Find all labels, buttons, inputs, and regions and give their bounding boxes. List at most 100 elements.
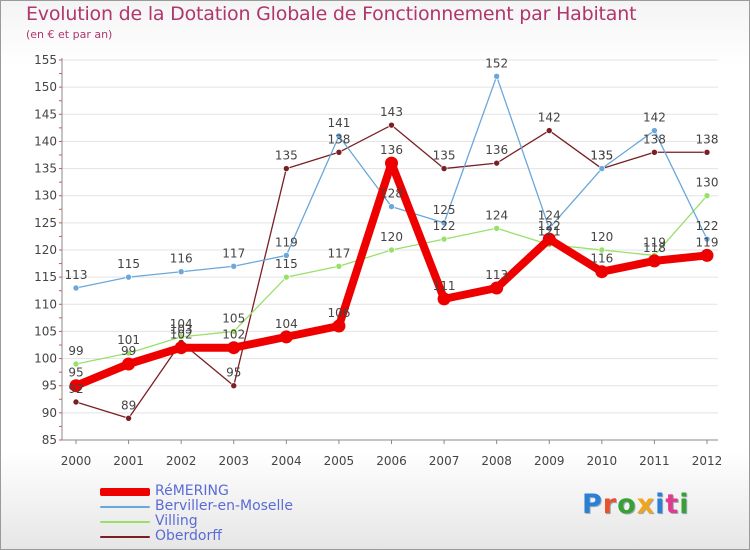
data-point — [335, 132, 343, 140]
data-label: 116 — [170, 252, 193, 266]
data-point — [598, 246, 606, 254]
data-point — [388, 121, 395, 129]
x-tick-label: 2005 — [324, 454, 355, 468]
proxiti-logo: Proxiti — [582, 489, 690, 520]
data-point — [125, 414, 132, 422]
data-label: 89 — [121, 398, 136, 412]
data-label: 103 — [170, 322, 193, 336]
y-tick-label: 130 — [34, 189, 57, 203]
data-point — [283, 165, 290, 172]
data-label: 122 — [538, 219, 561, 233]
data-point — [493, 224, 500, 232]
data-point — [177, 268, 185, 276]
data-label: 135 — [590, 149, 613, 163]
data-label: 138 — [643, 132, 666, 146]
data-point — [545, 127, 553, 134]
data-point — [283, 273, 290, 281]
data-label: 115 — [275, 257, 298, 271]
data-point — [651, 127, 658, 134]
y-tick-label: 125 — [34, 216, 57, 230]
data-label: 113 — [65, 268, 88, 282]
y-tick-label: 145 — [34, 107, 57, 121]
y-tick-label: 135 — [34, 162, 57, 176]
data-point — [230, 262, 238, 270]
data-label: 142 — [643, 111, 666, 125]
data-label: 121 — [538, 225, 561, 239]
y-tick-label: 115 — [34, 270, 57, 284]
data-point — [332, 319, 346, 333]
data-point — [122, 357, 136, 371]
data-point — [283, 252, 290, 259]
x-tick-label: 2007 — [429, 454, 460, 468]
x-tick-label: 2006 — [376, 454, 407, 468]
data-label: 99 — [68, 344, 83, 358]
data-point — [125, 349, 132, 357]
data-point — [703, 192, 711, 200]
x-tick-label: 2012 — [692, 454, 723, 468]
data-point — [595, 265, 609, 279]
data-point — [388, 203, 395, 210]
x-tick-label: 2009 — [534, 454, 565, 468]
data-point — [177, 333, 185, 341]
data-point — [490, 281, 504, 295]
data-point — [72, 360, 80, 368]
y-tick-label: 95 — [42, 379, 57, 393]
data-label: 119 — [275, 235, 298, 249]
data-label: 119 — [696, 235, 719, 249]
data-label: 117 — [327, 246, 350, 260]
data-label: 120 — [380, 230, 403, 244]
data-point — [598, 165, 606, 172]
data-point — [437, 292, 451, 306]
y-tick-label: 100 — [34, 352, 57, 366]
data-label: 124 — [538, 208, 561, 222]
data-point — [227, 341, 241, 355]
legend-label: Villing — [155, 513, 198, 529]
data-label: 122 — [696, 219, 719, 233]
data-label: 102 — [222, 328, 245, 342]
legend-swatch — [100, 521, 150, 523]
chart-title: Evolution de la Dotation Globale de Fonc… — [26, 3, 637, 25]
data-label: 142 — [538, 111, 561, 125]
y-tick-label: 140 — [34, 134, 57, 148]
data-label: 104 — [275, 317, 298, 331]
x-tick-label: 2010 — [587, 454, 618, 468]
data-point — [388, 246, 395, 254]
data-point — [703, 235, 711, 243]
data-label: 135 — [590, 149, 613, 163]
data-point — [69, 379, 83, 393]
x-tick-label: 2004 — [271, 454, 302, 468]
x-tick-label: 2002 — [166, 454, 197, 468]
data-label: 113 — [485, 268, 508, 282]
data-label: 118 — [643, 241, 666, 255]
data-point — [230, 328, 238, 335]
y-tick-label: 155 — [34, 53, 57, 67]
data-point — [440, 235, 448, 243]
data-label: 95 — [226, 366, 241, 380]
data-label: 104 — [170, 317, 193, 331]
data-label: 138 — [327, 132, 350, 146]
data-label: 116 — [590, 252, 613, 266]
data-label: 122 — [433, 219, 456, 233]
legend-swatch — [100, 536, 150, 538]
data-label: 115 — [117, 257, 140, 271]
data-point — [703, 148, 711, 156]
data-label: 135 — [433, 149, 456, 163]
data-label: 141 — [327, 116, 350, 130]
y-tick-label: 85 — [42, 433, 57, 447]
data-point — [174, 341, 188, 355]
y-tick-label: 105 — [34, 324, 57, 338]
data-point — [335, 262, 343, 270]
data-label: 136 — [485, 143, 508, 157]
data-label: 99 — [121, 344, 136, 358]
data-label: 95 — [68, 366, 83, 380]
chart-subtitle: (en € et par an) — [26, 28, 113, 41]
legend-swatch — [100, 488, 150, 496]
data-label: 124 — [485, 208, 508, 222]
data-label: 106 — [327, 306, 350, 320]
data-label: 102 — [170, 328, 193, 342]
data-label: 111 — [433, 279, 456, 293]
data-label: 120 — [590, 230, 613, 244]
data-label: 136 — [380, 143, 403, 157]
x-tick-label: 2001 — [113, 454, 144, 468]
data-label: 101 — [117, 333, 140, 347]
